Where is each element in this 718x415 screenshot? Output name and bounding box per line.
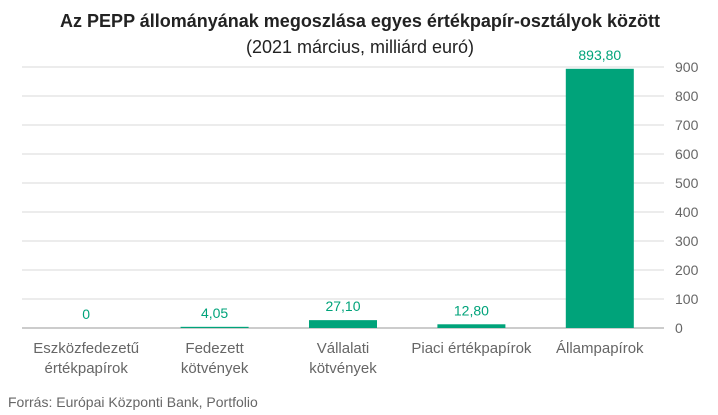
chart-title: Az PEPP állományának megoszlása egyes ér… <box>60 8 660 60</box>
x-tick-label: kötvények <box>181 360 249 377</box>
y-tick-label: 700 <box>675 117 699 133</box>
bar-value-label: 27,10 <box>325 298 360 314</box>
y-tick-label: 900 <box>675 59 699 75</box>
y-axis-ticks: 0 100 200 300 400 500 600 700 800 900 <box>675 59 699 336</box>
source-note: Forrás: Európai Központi Bank, Portfolio <box>8 394 258 410</box>
y-tick-label: 100 <box>675 291 699 307</box>
bar <box>309 320 377 328</box>
bar-value-label: 4,05 <box>201 305 228 321</box>
y-tick-label: 800 <box>675 88 699 104</box>
x-tick-label: értékpapírok <box>45 360 129 377</box>
bars <box>180 68 634 328</box>
chart-subtitle: (2021 március, milliárd euró) <box>245 37 475 57</box>
y-tick-label: 500 <box>675 175 699 191</box>
bar-value-label: 12,80 <box>454 302 489 318</box>
y-tick-label: 300 <box>675 233 699 249</box>
bar-value-label: 0 <box>82 306 90 322</box>
bar <box>180 326 249 328</box>
bar <box>437 324 506 328</box>
x-tick-label: Piaci értékpapírok <box>411 340 532 357</box>
y-tick-label: 200 <box>675 262 699 278</box>
x-tick-label: Eszközfedezetű <box>33 340 139 357</box>
bar-value-label: 893,80 <box>578 47 621 63</box>
x-axis-labels: Eszközfedezetű értékpapírok Fedezett kötvén… <box>33 340 644 377</box>
bar <box>565 68 634 328</box>
x-tick-label: kötvények <box>309 360 377 377</box>
bar-chart: 0 4,05 27,10 12,80 893,80 0 100 200 300 400 500 60… <box>22 47 699 377</box>
grid-lines <box>22 66 664 329</box>
y-tick-label: 0 <box>675 320 683 336</box>
y-tick-label: 400 <box>675 204 699 220</box>
x-tick-label: Állampapírok <box>556 340 644 357</box>
y-tick-label: 600 <box>675 146 699 162</box>
x-tick-label: Fedezett <box>185 340 244 357</box>
x-tick-label: Vállalati <box>317 340 370 357</box>
value-labels: 0 4,05 27,10 12,80 893,80 <box>82 47 621 322</box>
chart-title-main: Az PEPP állományának megoszlása egyes ér… <box>60 11 660 31</box>
